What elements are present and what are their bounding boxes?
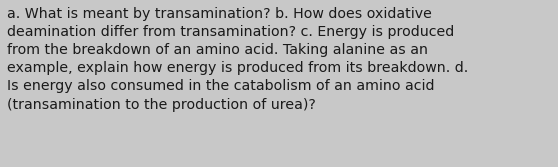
Text: a. What is meant by transamination? b. How does oxidative
deamination differ fro: a. What is meant by transamination? b. H… <box>7 7 469 112</box>
